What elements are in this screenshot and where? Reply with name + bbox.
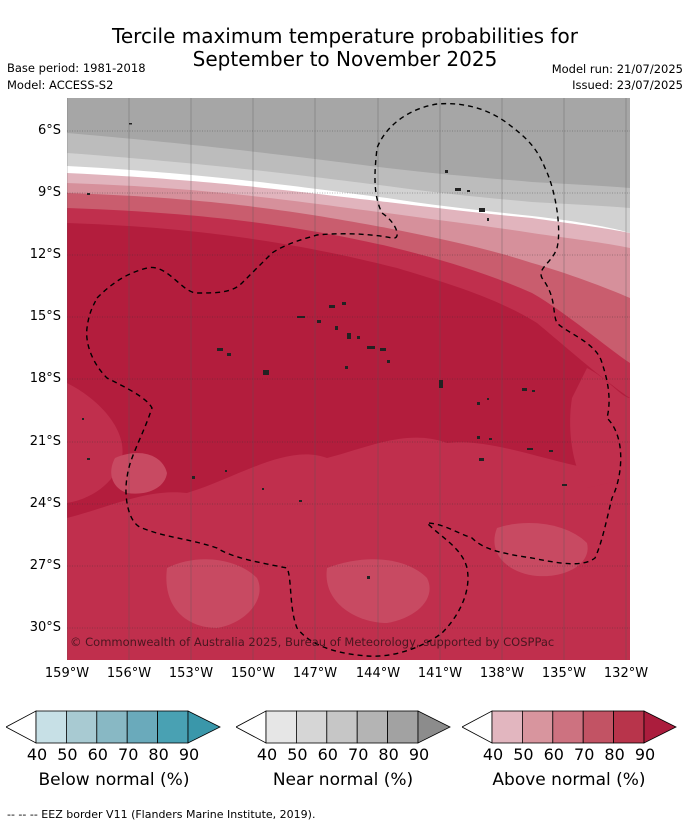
islands xyxy=(82,123,567,579)
legend-tick-label: 90 xyxy=(178,745,200,764)
eez-footnote: -- -- -- EEZ border V11 (Flanders Marine… xyxy=(7,808,316,821)
legend-swatch xyxy=(96,710,128,744)
legend-arrow-low xyxy=(236,710,267,744)
lat-label-9s: 9°S xyxy=(37,185,61,200)
lon-label-156w: 156°W xyxy=(106,666,152,681)
lat-label-18s: 18°S xyxy=(29,371,61,386)
above-70-patch-se xyxy=(494,523,588,577)
above-80-region-east xyxy=(570,368,630,488)
legend-tick-label: 40 xyxy=(482,745,504,764)
above-80-region-west xyxy=(67,383,123,503)
issued-date: Issued: 23/07/2025 xyxy=(572,78,683,92)
lat-label-30s: 30°S xyxy=(29,620,61,635)
above-70-patch-south xyxy=(166,559,260,628)
legend-tick-label: 40 xyxy=(26,745,48,764)
legend-swatch xyxy=(582,710,614,744)
above-80-band xyxy=(67,203,630,398)
lat-label-12s: 12°S xyxy=(29,247,61,262)
above-70-patch-west xyxy=(111,453,167,494)
legend-tick-label: 80 xyxy=(604,745,625,764)
lon-label-144w: 144°W xyxy=(355,666,401,681)
eez-borders xyxy=(85,102,622,657)
legend-tick-label: 70 xyxy=(348,745,369,764)
legend-swatch xyxy=(522,710,554,744)
lon-label-159w: 159°W xyxy=(44,666,90,681)
legend-arrow-low xyxy=(6,710,37,744)
lat-label-6s: 6°S xyxy=(37,123,61,138)
legend-arrow-high xyxy=(187,710,221,744)
legend-swatch xyxy=(296,710,328,744)
legend-swatch xyxy=(387,710,419,744)
base-period: Base period: 1981-2018 xyxy=(7,61,146,75)
lat-label-15s: 15°S xyxy=(29,309,61,324)
map-meridians xyxy=(67,98,627,660)
legend-tick-label: 60 xyxy=(87,745,108,764)
legend-swatch xyxy=(157,710,189,744)
legend-swatch xyxy=(265,710,297,744)
legend-tick-label: 60 xyxy=(317,745,338,764)
legend-near-normal xyxy=(236,710,451,744)
legend-tick-label: 90 xyxy=(634,745,656,764)
legend-tick-label: 70 xyxy=(574,745,595,764)
lat-label-27s: 27°S xyxy=(29,558,61,573)
lat-label-24s: 24°S xyxy=(29,496,61,511)
legend-tick-label: 50 xyxy=(57,745,78,764)
lon-label-138w: 138°W xyxy=(479,666,525,681)
map-title-line2: September to November 2025 xyxy=(192,47,498,71)
legend-swatch xyxy=(552,710,584,744)
legend-swatch xyxy=(126,710,158,744)
legend-tick-label: 90 xyxy=(408,745,430,764)
lon-label-150w: 150°W xyxy=(230,666,276,681)
lon-label-153w: 153°W xyxy=(168,666,214,681)
lat-label-21s: 21°S xyxy=(29,434,61,449)
lon-label-132w: 132°W xyxy=(603,666,649,681)
legend-title-below: Below normal (%) xyxy=(38,770,190,790)
legend-tick-label: 40 xyxy=(256,745,278,764)
legend-tick-label: 80 xyxy=(378,745,399,764)
legend-title-near: Near normal (%) xyxy=(272,770,414,790)
legend-arrow-low xyxy=(462,710,493,744)
model-run: Model run: 21/07/2025 xyxy=(551,62,683,76)
above-70-band xyxy=(67,188,630,363)
model-name: Model: ACCESS-S2 xyxy=(7,78,114,92)
above-50-band xyxy=(67,166,630,248)
above-60-band xyxy=(67,176,630,298)
legend-swatch xyxy=(356,710,388,744)
legend-above-normal xyxy=(462,710,677,744)
legend-swatch xyxy=(66,710,98,744)
legend-swatch xyxy=(491,710,523,744)
legend-below-normal xyxy=(6,710,221,744)
lon-label-135w: 135°W xyxy=(541,666,587,681)
lon-label-147w: 147°W xyxy=(292,666,338,681)
legend-tick-label: 50 xyxy=(287,745,308,764)
probability-map: © Commonwealth of Australia 2025, Bureau… xyxy=(67,98,630,660)
legend-tick-label: 80 xyxy=(148,745,169,764)
legend-swatch xyxy=(613,710,645,744)
map-title-line1: Tercile maximum temperature probabilitie… xyxy=(112,24,578,48)
near-80-region xyxy=(67,98,630,188)
legend-tick-label: 50 xyxy=(513,745,534,764)
lon-label-141w: 141°W xyxy=(417,666,463,681)
legend-arrow-high xyxy=(643,710,677,744)
legend-title-above: Above normal (%) xyxy=(492,770,646,790)
legend-swatch xyxy=(35,710,67,744)
copyright-note: © Commonwealth of Australia 2025, Bureau… xyxy=(70,635,554,649)
legend-tick-label: 60 xyxy=(543,745,564,764)
legend-swatch xyxy=(326,710,358,744)
near-normal-white-line xyxy=(67,160,630,233)
legend-arrow-high xyxy=(417,710,451,744)
legend-tick-label: 70 xyxy=(118,745,139,764)
